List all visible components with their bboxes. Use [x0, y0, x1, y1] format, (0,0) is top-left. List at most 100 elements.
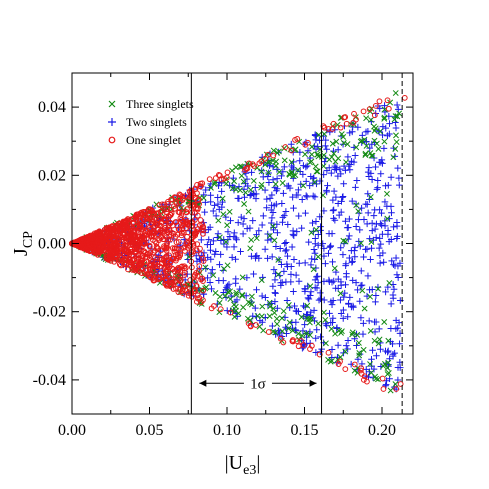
one-singlet-point: [166, 233, 173, 240]
three-singlets-point: [375, 145, 382, 152]
three-singlets-point: [202, 264, 209, 271]
three-singlets-point: [371, 127, 378, 134]
two-singlets-point: [390, 223, 397, 231]
three-singlets-point: [311, 179, 318, 186]
two-singlets-point: [268, 219, 275, 227]
two-singlets-point: [373, 220, 380, 228]
one-singlet-point: [180, 219, 187, 226]
two-singlets-point: [332, 164, 340, 171]
two-singlets-point: [314, 241, 322, 249]
two-singlets-point: [268, 191, 276, 199]
two-singlets-point: [382, 288, 389, 296]
two-singlets-point: [328, 354, 336, 361]
two-singlets-point: [204, 274, 211, 282]
two-singlets-point: [368, 356, 375, 363]
legend-label: Three singlets: [126, 97, 194, 111]
two-singlets-point: [344, 153, 352, 161]
one-singlet-point: [146, 230, 153, 237]
one-singlet-point: [360, 376, 367, 383]
two-singlets-point: [243, 225, 251, 232]
three-singlets-point: [274, 321, 281, 327]
two-singlets-point: [384, 227, 392, 234]
three-singlets-point: [320, 309, 327, 316]
two-singlets-point: [313, 273, 320, 281]
one-singlet-point: [130, 220, 137, 227]
y-tick-label: -0.02: [33, 304, 66, 321]
three-singlets-point: [322, 340, 329, 347]
two-singlets-point: [362, 200, 370, 208]
two-singlets-point: [356, 297, 364, 305]
two-singlets-point: [396, 181, 403, 189]
two-singlets-point: [339, 251, 347, 258]
two-singlets-point: [266, 195, 274, 202]
one-singlet-point: [146, 273, 153, 280]
two-singlets-point: [378, 221, 385, 229]
two-singlets-point: [392, 124, 400, 132]
two-singlets-point: [293, 308, 301, 315]
two-singlets-point: [314, 272, 321, 280]
one-singlet-point: [262, 155, 269, 162]
three-singlets-point: [224, 222, 231, 229]
one-singlet-point: [193, 298, 200, 305]
one-singlet-point: [258, 158, 265, 165]
two-singlets-point: [317, 227, 324, 234]
one-singlet-point: [116, 261, 123, 268]
two-singlets-point: [396, 364, 404, 371]
two-singlets-point: [391, 262, 399, 270]
two-singlets-point: [235, 195, 243, 202]
one-singlet-point: [155, 276, 162, 283]
one-singlet-point: [224, 169, 231, 176]
three-singlets-point: [355, 208, 362, 215]
two-singlets-point: [207, 191, 214, 199]
three-singlets-point: [359, 287, 366, 294]
one-singlet-point: [200, 278, 206, 284]
two-singlets-point: [233, 236, 240, 244]
three-singlets-point: [273, 158, 280, 165]
two-singlets-point: [322, 260, 329, 267]
three-singlets-point: [253, 235, 260, 242]
three-singlets-point: [285, 302, 292, 308]
two-singlets-point: [371, 328, 379, 336]
one-singlet-point: [194, 241, 201, 247]
two-singlets-point: [360, 320, 367, 327]
three-singlets-point: [387, 387, 394, 394]
two-singlets-point: [382, 347, 389, 355]
two-singlets-point: [250, 270, 257, 278]
one-singlet-point: [117, 222, 124, 229]
three-singlets-point: [273, 315, 280, 322]
two-singlets-point: [390, 261, 397, 268]
two-singlets-point: [307, 288, 315, 296]
two-singlets-point: [216, 261, 223, 268]
one-singlet-point: [142, 249, 149, 256]
two-singlets-point: [323, 188, 330, 196]
three-singlets-point: [303, 330, 310, 337]
one-singlet-point: [307, 346, 313, 352]
three-singlets-point: [396, 110, 403, 117]
one-singlet-point: [384, 97, 391, 104]
two-singlets-point: [391, 349, 398, 357]
two-singlets-point: [252, 195, 260, 202]
x-tick-label: 0.10: [213, 422, 241, 439]
two-singlets-point: [262, 294, 269, 301]
two-singlets-point: [343, 342, 350, 349]
one-singlet-point: [175, 226, 182, 233]
two-singlets-point: [302, 163, 310, 171]
one-singlet-point: [245, 320, 252, 327]
two-singlets-point: [290, 288, 297, 295]
one-singlet-point: [109, 247, 116, 253]
two-singlets-point: [352, 184, 359, 191]
two-singlets-point: [210, 237, 217, 245]
two-singlets-point: [364, 272, 372, 280]
two-singlets-point: [339, 194, 346, 201]
two-singlets-point: [329, 258, 336, 266]
two-singlets-point: [352, 279, 360, 286]
three-singlets-point: [232, 164, 239, 171]
one-singlet-point: [128, 239, 135, 246]
two-singlets-point: [284, 221, 292, 228]
two-singlets-point: [368, 220, 376, 227]
one-singlet-point: [189, 209, 195, 216]
one-singlet-point: [164, 240, 170, 247]
three-singlets-point: [329, 140, 336, 147]
three-singlets-point: [233, 289, 240, 296]
two-singlets-point: [325, 250, 332, 257]
